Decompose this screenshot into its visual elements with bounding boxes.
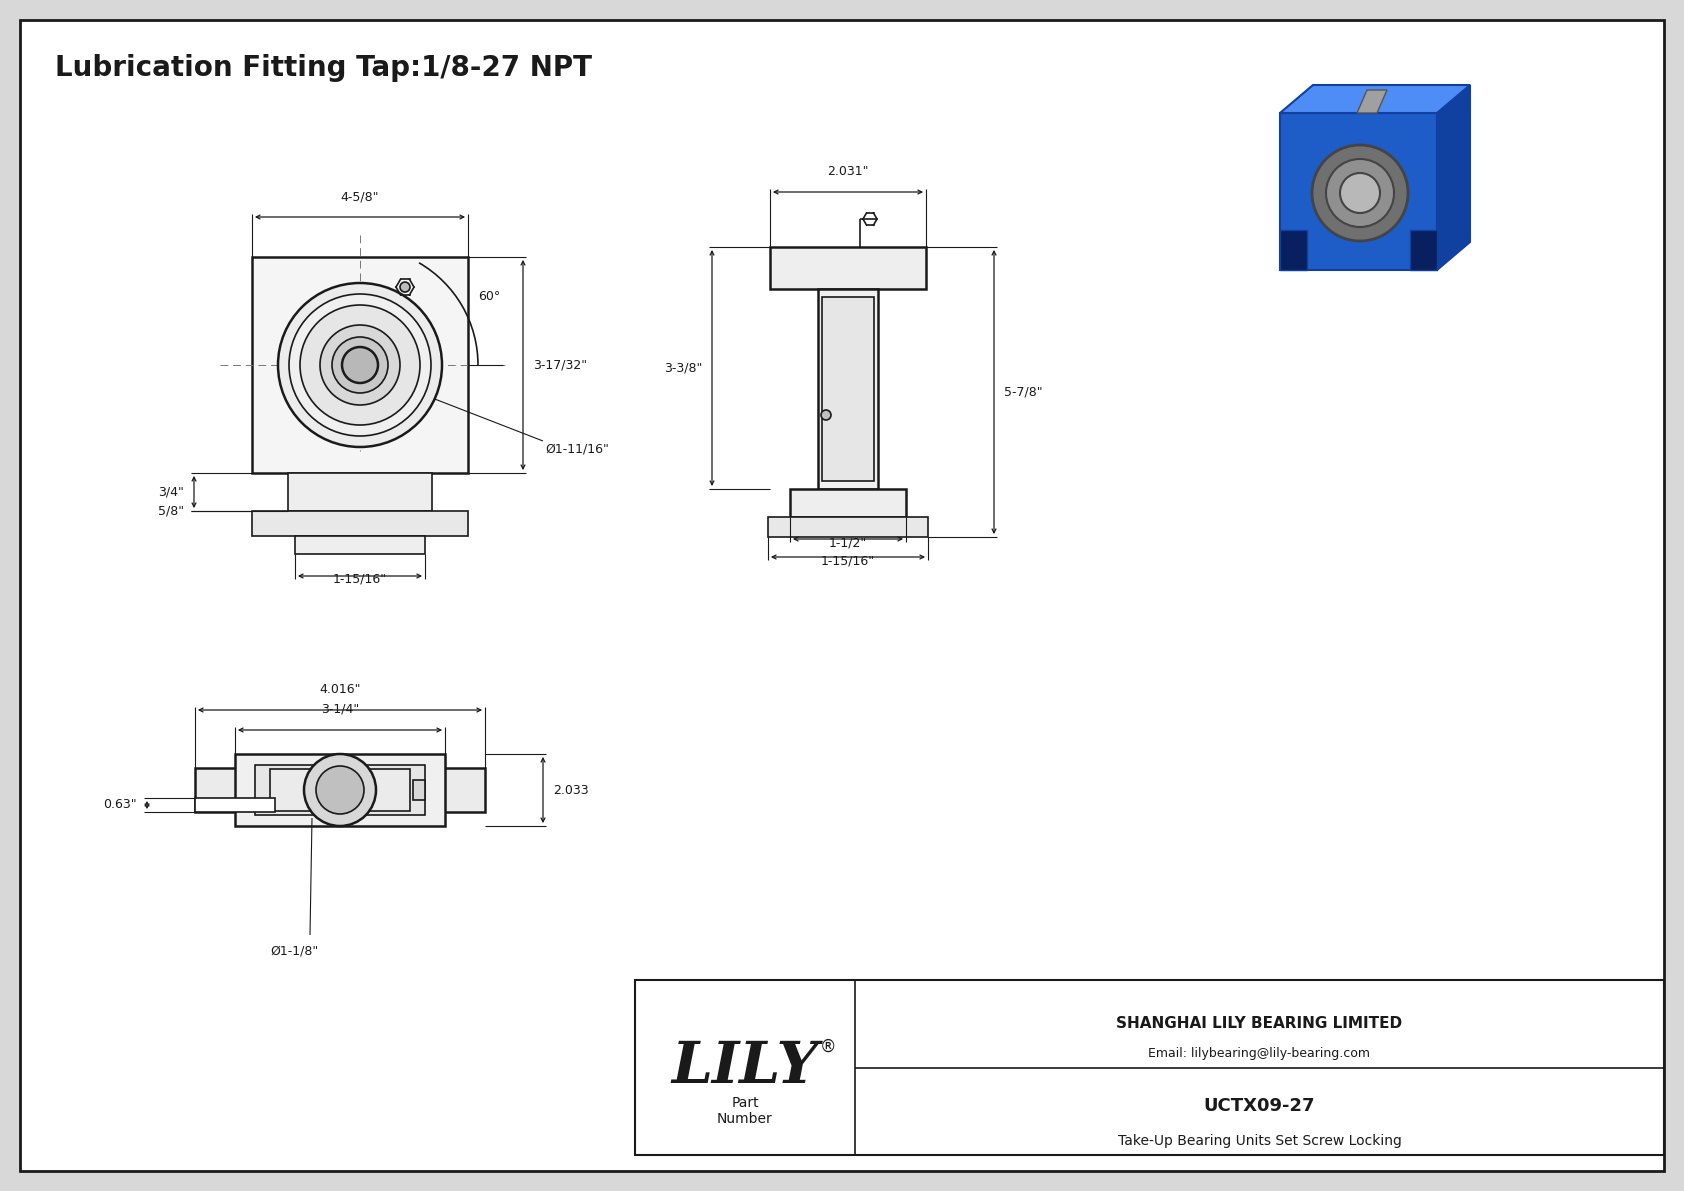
Circle shape: [278, 283, 441, 447]
Bar: [253, 257, 468, 473]
Circle shape: [822, 410, 830, 420]
Circle shape: [290, 294, 431, 436]
Circle shape: [1312, 145, 1408, 241]
Circle shape: [1340, 173, 1379, 213]
Bar: [295, 536, 424, 554]
Ellipse shape: [317, 766, 364, 813]
Text: 1-15/16": 1-15/16": [820, 554, 876, 567]
Text: Part
Number: Part Number: [717, 1096, 773, 1127]
Text: Take-Up Bearing Units Set Screw Locking: Take-Up Bearing Units Set Screw Locking: [1118, 1134, 1401, 1148]
Text: 2.033: 2.033: [552, 784, 589, 797]
Polygon shape: [1280, 85, 1470, 113]
Text: 1-15/16": 1-15/16": [333, 573, 387, 586]
Text: Lubrication Fitting Tap:1/8-27 NPT: Lubrication Fitting Tap:1/8-27 NPT: [56, 54, 593, 82]
Text: 2.031": 2.031": [827, 166, 869, 177]
Bar: [195, 768, 485, 812]
Text: UCTX09-27: UCTX09-27: [1204, 1097, 1315, 1115]
Text: Ø1-1/8": Ø1-1/8": [269, 944, 318, 958]
Text: 4.016": 4.016": [320, 682, 360, 696]
Bar: [822, 297, 874, 481]
Text: 3/4": 3/4": [158, 486, 184, 499]
Bar: [253, 511, 468, 536]
Text: ®: ®: [820, 1037, 837, 1055]
Bar: [790, 490, 906, 517]
Bar: [195, 798, 274, 812]
Polygon shape: [1280, 230, 1307, 270]
Text: 3-1/4": 3-1/4": [322, 703, 359, 716]
Text: 5-7/8": 5-7/8": [1004, 386, 1042, 399]
Text: Ø1-11/16": Ø1-11/16": [546, 443, 610, 456]
Bar: [236, 754, 445, 827]
Text: Email: lilybearing@lily-bearing.com: Email: lilybearing@lily-bearing.com: [1148, 1047, 1371, 1060]
Bar: [413, 780, 424, 800]
Text: 4-5/8": 4-5/8": [340, 191, 379, 202]
Circle shape: [342, 347, 377, 384]
Circle shape: [320, 325, 401, 405]
Circle shape: [332, 337, 387, 393]
Text: SHANGHAI LILY BEARING LIMITED: SHANGHAI LILY BEARING LIMITED: [1116, 1016, 1403, 1031]
Text: 5/8": 5/8": [158, 505, 184, 518]
Circle shape: [347, 766, 357, 777]
Bar: [770, 247, 926, 289]
Polygon shape: [1357, 91, 1388, 113]
Bar: [635, 980, 1664, 1155]
Circle shape: [1325, 160, 1394, 227]
Text: 3-3/8": 3-3/8": [663, 362, 702, 374]
Text: 1-1/2": 1-1/2": [829, 536, 867, 549]
Polygon shape: [1280, 113, 1436, 270]
Bar: [818, 289, 877, 490]
Ellipse shape: [305, 754, 376, 827]
Bar: [288, 473, 433, 511]
Bar: [254, 765, 424, 815]
Bar: [768, 517, 928, 537]
Text: LILY: LILY: [672, 1040, 818, 1096]
Text: 60°: 60°: [478, 291, 500, 304]
Circle shape: [401, 282, 409, 292]
Bar: [269, 769, 409, 811]
Polygon shape: [1410, 230, 1436, 270]
Circle shape: [300, 305, 419, 425]
Polygon shape: [1436, 85, 1470, 270]
Text: 0.63": 0.63": [103, 798, 136, 811]
Text: 3-17/32": 3-17/32": [534, 358, 588, 372]
